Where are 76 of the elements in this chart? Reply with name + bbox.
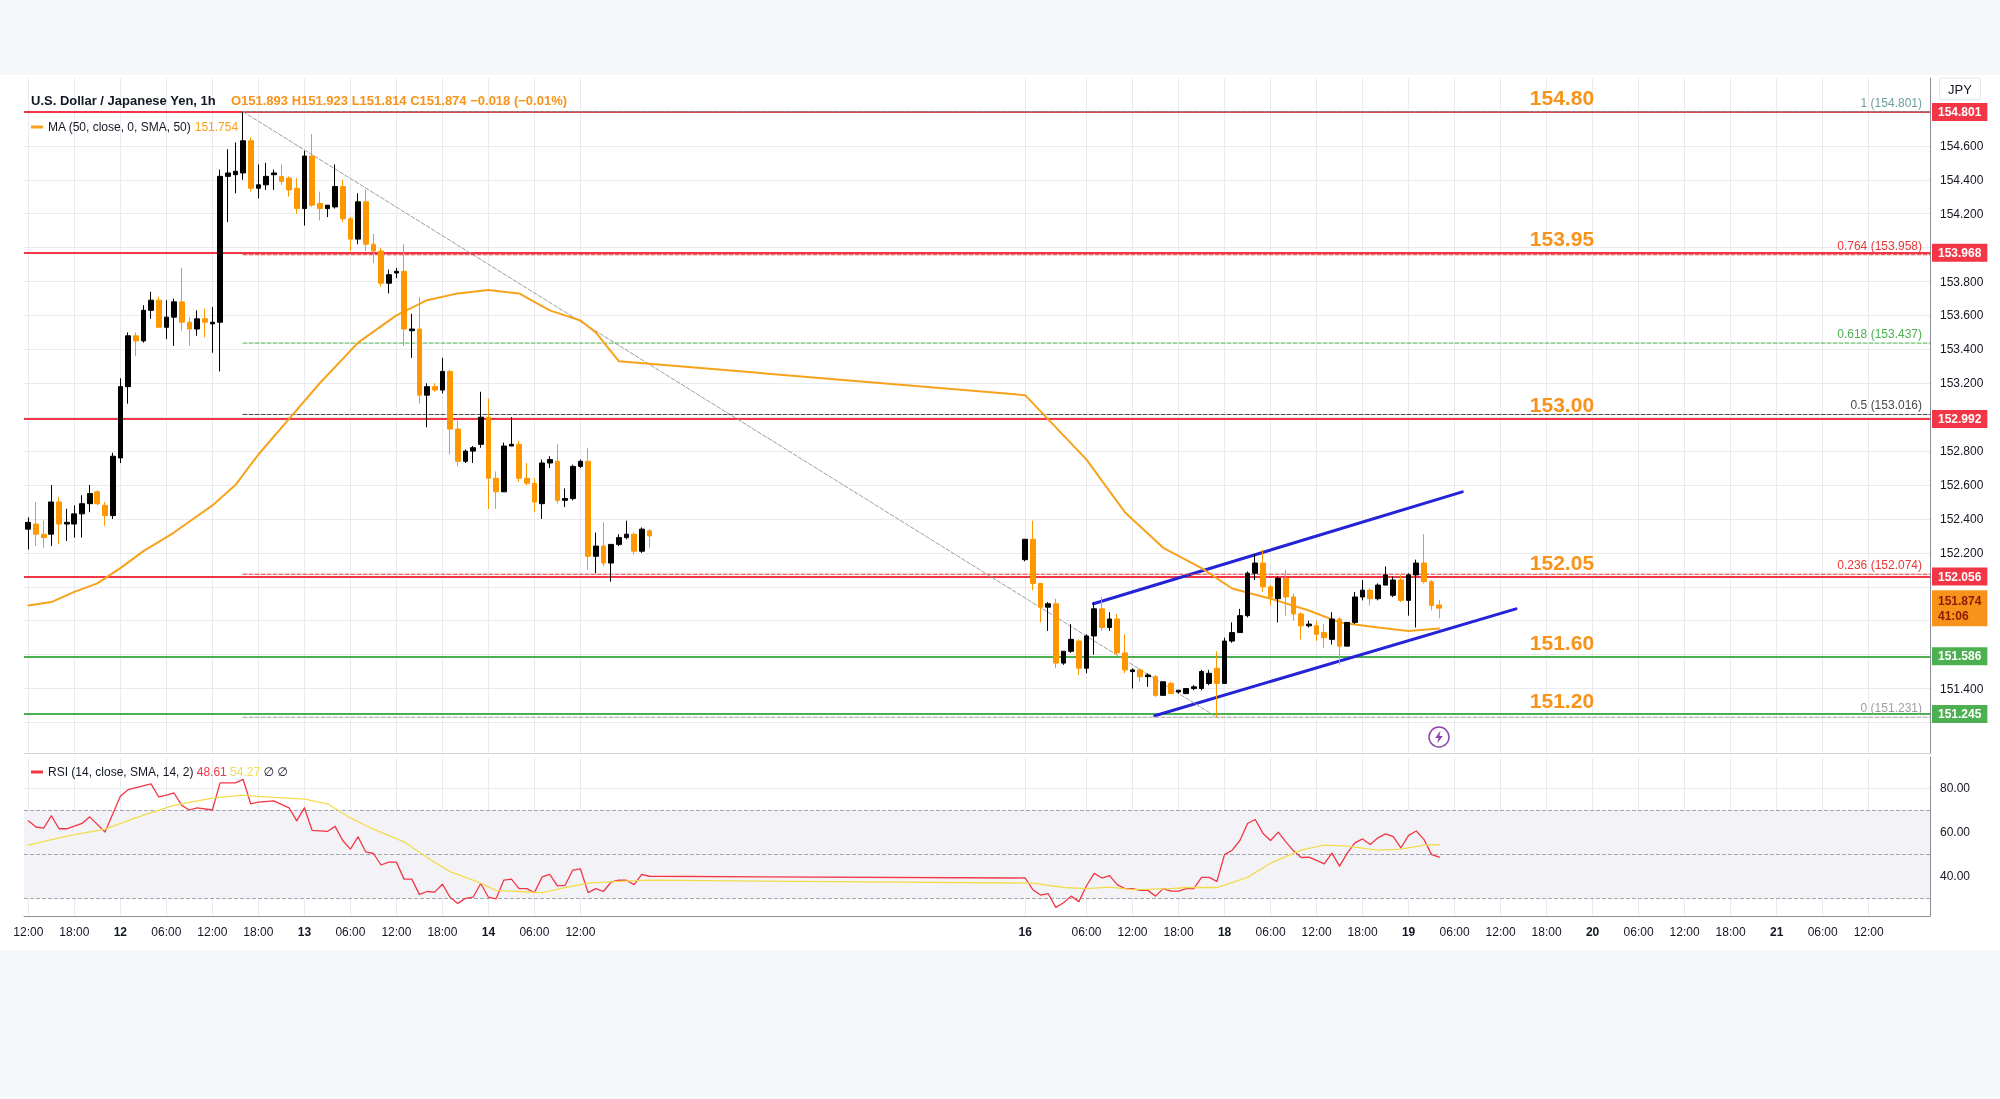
x-tick-label: 12:00	[1485, 925, 1516, 939]
x-tick-label: 12:00	[13, 925, 44, 939]
x-tick-label: 18:00	[59, 925, 90, 939]
text: 151.874	[1938, 593, 1982, 608]
data-label: 0.618 (153.437)	[1837, 327, 1922, 342]
x-tick-label: 13	[297, 925, 312, 939]
x-tick-label: 19	[1401, 925, 1416, 939]
annotation: ∅ ∅	[263, 765, 288, 779]
x-tick-label: 18:00	[1163, 925, 1194, 939]
x-tick-label: 06:00	[1439, 925, 1470, 939]
legend-label: MA (50, close, 0, SMA, 50)	[48, 120, 195, 134]
y-tick-label: 152.600	[1940, 478, 1984, 493]
x-tick-label: 06:00	[1071, 925, 1102, 939]
legend-label: RSI (14, close, SMA, 14, 2)	[48, 765, 197, 779]
y-tick-label: 154.600	[1940, 138, 1984, 153]
x-tick-label: 06:00	[335, 925, 366, 939]
annotation: 151.754	[194, 120, 239, 134]
y-tick-label: 153.600	[1940, 308, 1984, 323]
ref-line-label: 152.056	[1938, 569, 1982, 584]
x-tick-label: 18:00	[1715, 925, 1746, 939]
annotation: 153.95	[1529, 227, 1595, 251]
x-tick-label: 18:00	[1347, 925, 1378, 939]
x-tick-label: 12:00	[381, 925, 412, 939]
x-tick-label: 06:00	[151, 925, 182, 939]
y-axis-title: JPY	[1948, 81, 1973, 97]
annotation: 151.60	[1529, 631, 1595, 655]
ref-line-label: 153.968	[1938, 245, 1982, 260]
annotation: 154.80	[1529, 85, 1595, 109]
data-label: 0.5 (153.016)	[1850, 398, 1922, 413]
data-label: 1 (154.801)	[1860, 95, 1922, 110]
y-tick-label: 152.200	[1940, 545, 1984, 560]
y-tick-label: 154.200	[1940, 206, 1984, 221]
ref-line-label: 154.801	[1938, 104, 1982, 119]
y-tick-label: 60.00	[1940, 825, 1971, 840]
data-label: 0.764 (153.958)	[1837, 238, 1922, 253]
y-tick-label: 153.200	[1940, 376, 1984, 391]
x-tick-label: 12:00	[565, 925, 596, 939]
x-tick-label: 18:00	[427, 925, 458, 939]
data-label: 0 (151.231)	[1860, 701, 1922, 716]
ref-line-label: 151.586	[1938, 649, 1982, 664]
x-tick-label: 20	[1585, 925, 1600, 939]
x-tick-label: 12:00	[1301, 925, 1332, 939]
x-tick-label: 06:00	[1807, 925, 1838, 939]
y-tick-label: 153.400	[1940, 342, 1984, 357]
y-tick-label: 152.400	[1940, 511, 1984, 526]
x-tick-label: 14	[481, 925, 496, 939]
x-tick-label: 12	[113, 925, 128, 939]
ref-line-label: 151.245	[1938, 706, 1982, 721]
x-tick-label: 16	[1018, 925, 1033, 939]
x-tick-label: 18:00	[1531, 925, 1562, 939]
y-tick-label: 151.400	[1940, 681, 1984, 696]
y-tick-label: 154.400	[1940, 172, 1984, 187]
text: 41:06	[1938, 608, 1970, 623]
annotation: 152.05	[1529, 551, 1595, 575]
x-tick-label: 12:00	[1853, 925, 1884, 939]
x-tick-label: 12:00	[197, 925, 228, 939]
annotation: 153.00	[1529, 392, 1595, 416]
annotation: 54.27	[230, 765, 261, 779]
x-tick-label: 18	[1217, 925, 1232, 939]
x-tick-label: 12:00	[1117, 925, 1148, 939]
annotation: 151.20	[1529, 688, 1595, 712]
x-tick-label: 12:00	[1669, 925, 1700, 939]
y-tick-label: 153.800	[1940, 274, 1984, 289]
x-tick-label: 06:00	[519, 925, 550, 939]
x-tick-label: 06:00	[1255, 925, 1286, 939]
y-tick-label: 40.00	[1940, 869, 1971, 884]
x-tick-label: 18:00	[243, 925, 274, 939]
text: U.S. Dollar / Japanese Yen, 1h	[31, 92, 216, 108]
annotation: 48.61	[196, 765, 228, 779]
x-tick-label: 06:00	[1623, 925, 1654, 939]
text: O151.893 H151.923 L151.814 C151.874 −0.018 (−0.01%)	[230, 92, 568, 108]
ref-line-label: 152.992	[1938, 411, 1982, 426]
data-label: 0.236 (152.074)	[1837, 558, 1922, 573]
y-tick-label: 152.800	[1940, 444, 1984, 459]
y-tick-label: 80.00	[1940, 780, 1971, 795]
x-tick-label: 21	[1769, 925, 1784, 939]
